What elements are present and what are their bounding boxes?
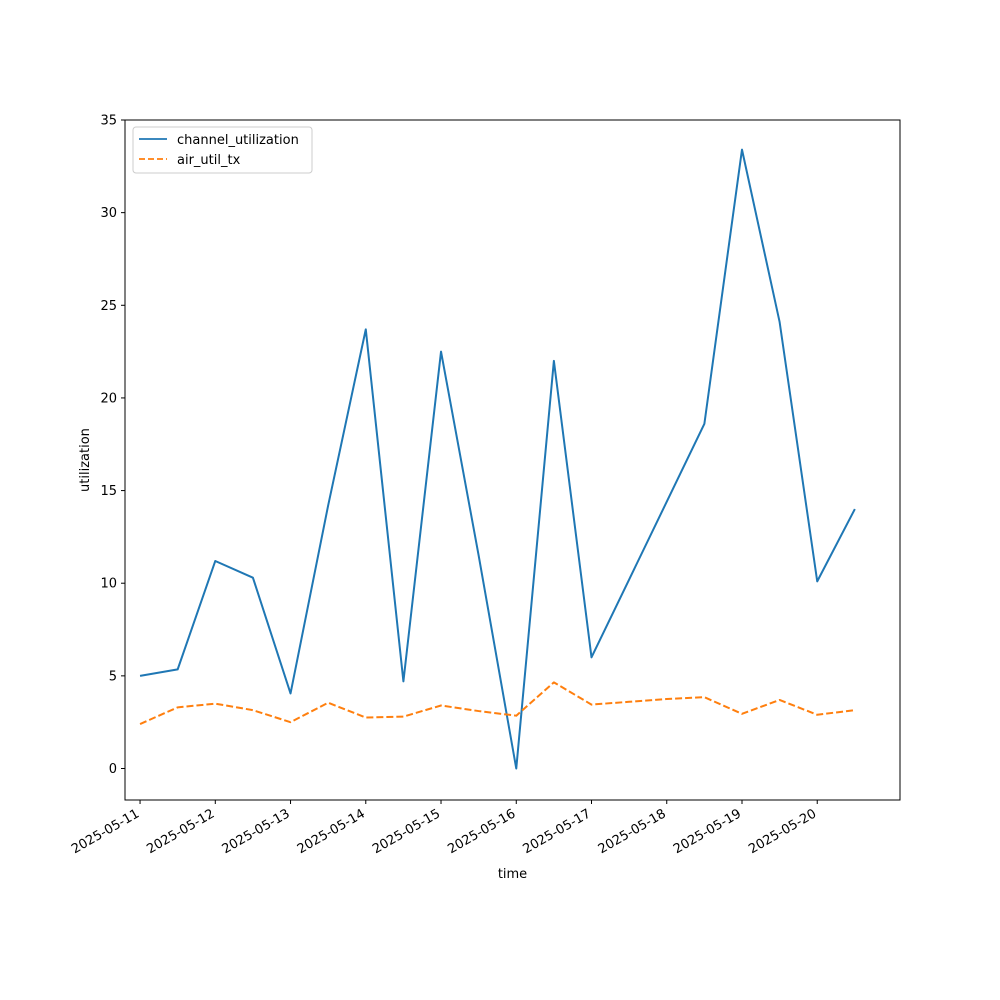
y-tick-label: 5 (109, 669, 117, 684)
y-tick-label: 0 (109, 762, 117, 777)
y-tick-label: 15 (100, 484, 117, 499)
y-tick-label: 35 (100, 114, 117, 129)
legend-box (132, 126, 313, 174)
x-tick-label: 2025-05-17 (521, 806, 594, 857)
x-tick-label: 2025-05-20 (746, 806, 819, 857)
series-line-air-util-tx (139, 681, 855, 725)
plot-frame (124, 119, 901, 801)
legend-label-air-util-tx: air_util_tx (177, 153, 241, 168)
legend: channel_utilization air_util_tx (132, 126, 313, 174)
y-tick-label: 20 (100, 391, 117, 406)
x-tick-label: 2025-05-19 (671, 806, 744, 857)
x-tick-label: 2025-05-15 (370, 806, 443, 857)
y-tick-label: 10 (100, 577, 117, 592)
x-tick-label: 2025-05-18 (596, 806, 669, 857)
x-tick-label: 2025-05-16 (445, 806, 518, 857)
x-tick-label: 2025-05-11 (69, 806, 142, 857)
legend-label-channel-utilization: channel_utilization (177, 133, 299, 148)
x-tick-label: 2025-05-12 (144, 806, 217, 857)
series-line-channel-utilization (139, 148, 856, 770)
x-tick-label: 2025-05-13 (220, 806, 293, 857)
x-axis-label: time (498, 867, 527, 882)
y-axis-label: utilization (78, 428, 93, 492)
y-tick-label: 30 (100, 206, 117, 221)
x-tick-label: 2025-05-14 (295, 806, 368, 857)
y-tick-label: 25 (100, 299, 117, 314)
